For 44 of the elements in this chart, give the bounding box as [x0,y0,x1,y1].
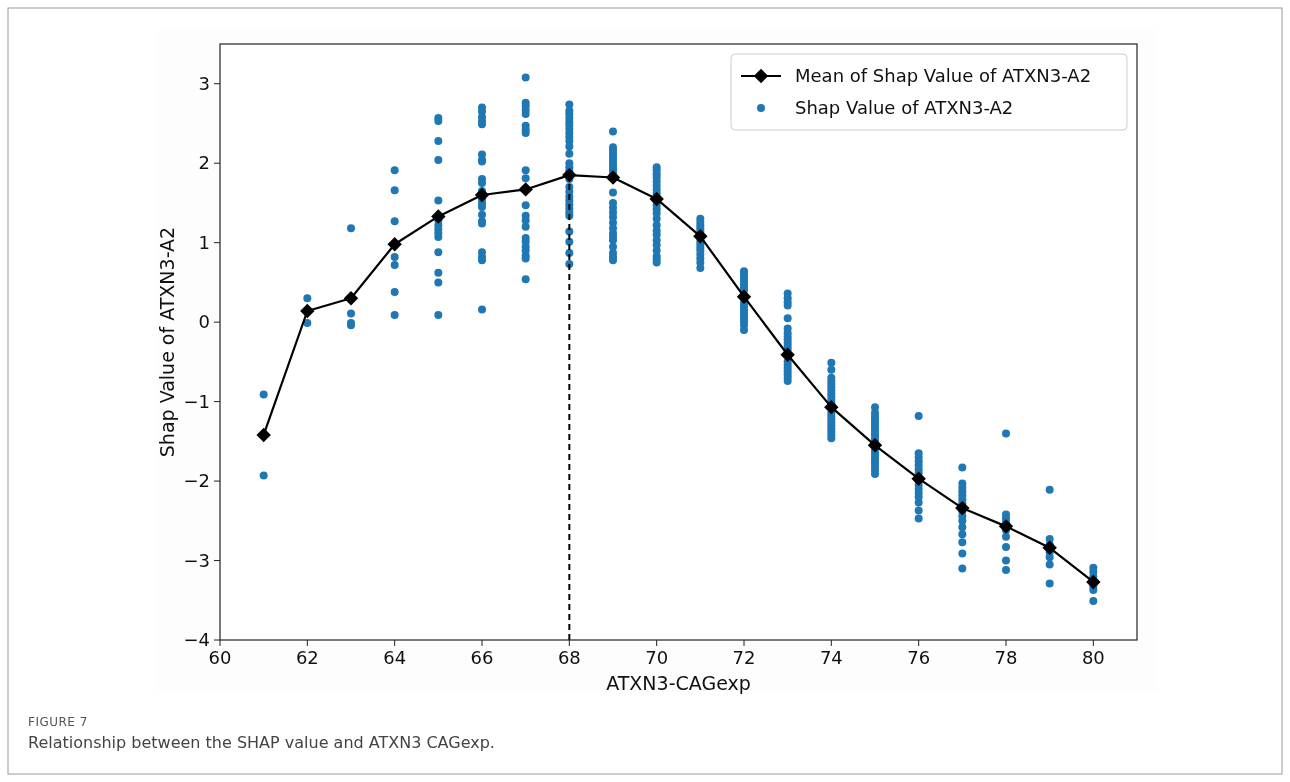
y-tick-label: 0 [198,311,210,333]
x-tick-label: 66 [470,647,494,668]
point [955,500,970,516]
point [867,438,883,453]
point [780,347,795,362]
y-tick-label: 3 [198,72,210,94]
x-tick-label: 62 [295,647,319,668]
y-axis-title: Shap Value of ATXN3-A2 [156,226,178,458]
legend-label: Shap Value of ATXN3-A2 [795,97,1014,118]
point [256,427,271,443]
x-tick-label: 74 [819,647,843,668]
y-tick-label: −1 [183,390,210,412]
x-tick-label: 72 [732,647,756,668]
point [1042,540,1057,556]
point [693,229,708,244]
x-tick-label: 80 [1081,647,1105,668]
y-tick-label: −4 [183,629,210,650]
y-tick-label: 2 [198,152,210,174]
point [387,237,402,252]
y-tick-label: −3 [183,549,210,571]
y-tick-label: 1 [198,231,210,253]
text: Relationship between the SHAP value and ATXN3 CAGexp. [28,733,495,752]
x-tick-label: 70 [645,647,669,668]
point [474,187,490,203]
point [343,291,359,306]
x-tick-label: 60 [208,647,232,668]
x-tick-label: 78 [994,647,1018,668]
y-tick-label: −2 [183,470,210,492]
point [736,289,752,304]
x-tick-label: 64 [383,647,407,668]
point [824,399,839,415]
point [911,471,926,486]
legend-label: Mean of Shap Value of ATXN3-A2 [795,65,1092,86]
x-tick-label: 68 [557,647,581,668]
point [649,191,664,207]
point [998,519,1014,534]
x-axis-title: ATXN3-CAGexp [606,672,751,694]
point [518,182,533,197]
x-tick-label: 76 [907,647,931,668]
point [431,209,446,224]
caption: FIGURE 7 [28,715,88,729]
point [1086,574,1101,590]
point [605,170,621,185]
point [300,303,315,319]
